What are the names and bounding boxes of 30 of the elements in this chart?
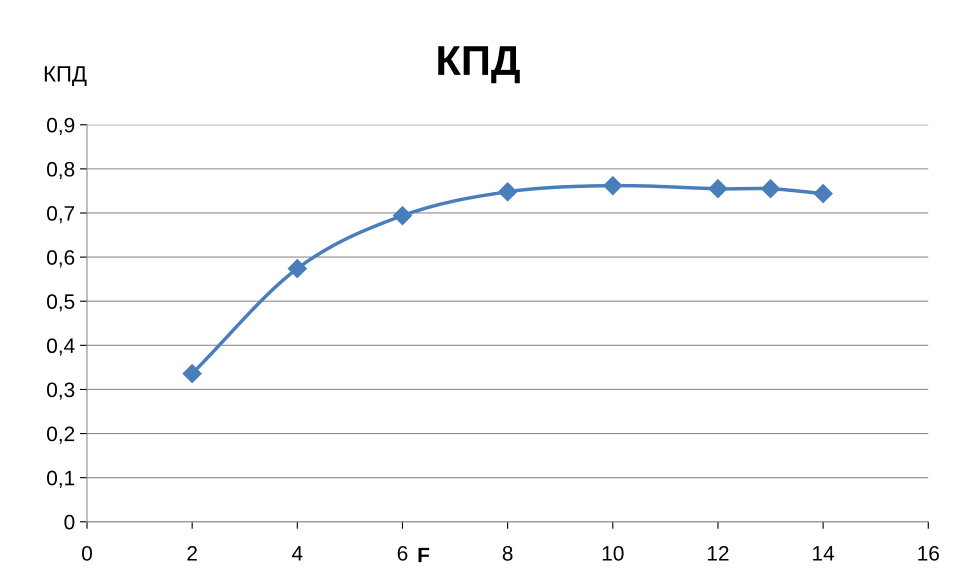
x-tick-label: 8 [502,546,513,561]
x-tick-label: 4 [292,546,302,560]
y-axis-title: КПД [44,66,87,86]
point [392,206,412,226]
y-tick-label: 0,7 [47,206,74,224]
x-tick-label: 16 [918,546,939,561]
x-tick-label: 10 [602,546,624,561]
y-tick-label: 0,8 [47,162,74,180]
point [761,179,780,198]
y-tick-label: 0,3 [47,382,74,400]
y-tick-label: 0,9 [47,118,74,135]
x-axis-title: F [418,548,430,562]
x-tick-label: 6 [398,546,408,561]
y-tick-label: 0,6 [47,250,74,268]
point [603,176,622,196]
x-tick-label: 14 [813,546,834,560]
chart-title: КПД [438,46,520,84]
y-tick-label: 0,2 [47,426,74,444]
x-tick-label: 0 [82,546,92,561]
point [498,182,518,202]
x-tick-label: 12 [708,546,728,560]
x-tick-label: 2 [187,546,197,560]
y-tick-label: 0 [64,514,74,530]
point [182,364,202,384]
point [814,184,833,204]
y-tick-label: 0,4 [47,338,75,356]
point [708,179,728,198]
y-tick-label: 0,5 [47,294,74,312]
point [288,259,307,278]
y-tick-label: 0,1 [47,470,74,488]
